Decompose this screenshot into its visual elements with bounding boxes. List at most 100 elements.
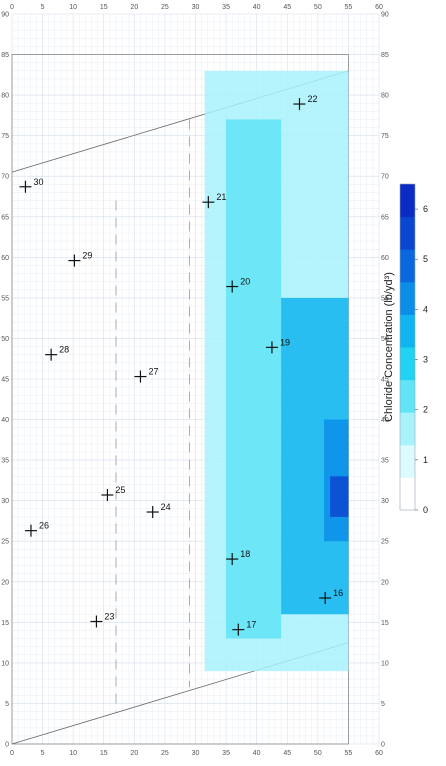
sample-point-label: 30 [33,177,43,187]
colorbar-swatch [400,379,415,413]
y-tick-label-right: 90 [381,12,389,19]
y-tick-label-left: 50 [1,336,9,343]
colorbar-swatch [400,347,415,381]
sample-point-label: 23 [104,612,114,622]
y-tick-label-right: 65 [381,214,389,221]
x-tick-label-bottom: 60 [375,750,383,757]
sample-point-label: 20 [240,277,250,287]
y-tick-label-left: 15 [1,620,9,627]
y-tick-label-left: 20 [1,579,9,586]
x-tick-label-top: 45 [283,4,291,11]
sample-point-label: 19 [280,337,290,347]
y-tick-label-right: 15 [381,620,389,627]
y-tick-label-left: 25 [1,539,9,546]
y-tick-label-left: 55 [1,295,9,302]
sample-point-label: 28 [59,345,69,355]
sample-point-label: 16 [333,588,343,598]
x-tick-label-bottom: 20 [130,750,138,757]
y-tick-label-right: 55 [381,295,389,302]
y-tick-label-right: 30 [381,498,389,505]
y-tick-label-left: 40 [1,417,9,424]
colorbar-swatch [400,216,415,250]
y-tick-label-right: 20 [381,579,389,586]
sample-point-label: 21 [216,192,226,202]
y-tick-label-right: 80 [381,93,389,100]
colorbar-swatch [400,314,415,348]
x-tick-label-bottom: 50 [314,750,322,757]
colorbar-tick-label: 4 [423,304,428,314]
x-tick-label-bottom: 10 [69,750,77,757]
y-tick-label-right: 70 [381,174,389,181]
y-tick-label-left: 75 [1,133,9,140]
y-tick-label-left: 30 [1,498,9,505]
y-tick-label-left: 90 [1,12,9,19]
x-tick-label-top: 15 [100,4,108,11]
y-tick-label-right: 45 [381,377,389,384]
colorbar-swatch [400,412,415,446]
x-tick-label-top: 35 [222,4,230,11]
sample-point-label: 27 [148,367,158,377]
x-tick-label-bottom: 5 [41,750,45,757]
y-tick-label-left: 60 [1,255,9,262]
x-tick-label-top: 0 [10,4,14,11]
sample-point-label: 17 [246,620,256,630]
y-tick-label-right: 25 [381,539,389,546]
y-tick-label-right: 75 [381,133,389,140]
y-tick-label-right: 85 [381,52,389,59]
y-tick-label-left: 10 [1,660,9,667]
colorbar-tick-label: 1 [423,455,428,465]
x-tick-label-bottom: 40 [253,750,261,757]
x-tick-label-top: 60 [375,4,383,11]
x-tick-label-top: 20 [130,4,138,11]
sample-points: 16 17 18 19 20 21 22 23 24 25 26 27 28 29 30 [19,94,343,636]
y-tick-label-left: 85 [1,52,9,59]
y-tick-label-left: 45 [1,377,9,384]
sample-point-label: 22 [307,94,317,104]
x-tick-label-bottom: 55 [345,750,353,757]
colorbar-swatch [400,477,415,511]
y-tick-label-right: 10 [381,660,389,667]
y-tick-label-right: 50 [381,336,389,343]
concentration-map [204,70,349,672]
colorbar-swatch [400,249,415,283]
colorbar-tick-label: 3 [423,355,428,365]
concentration-zone [226,119,282,639]
colorbar-tick-label: 6 [423,204,428,214]
x-tick-label-bottom: 45 [283,750,291,757]
x-tick-label-top: 25 [161,4,169,11]
x-tick-label-bottom: 15 [100,750,108,757]
sample-point-label: 29 [82,251,92,261]
x-tick-label-bottom: 0 [10,750,14,757]
y-tick-label-left: 65 [1,214,9,221]
y-tick-label-left: 70 [1,174,9,181]
y-tick-label-left: 0 [5,742,9,749]
sample-point-label: 25 [115,485,125,495]
x-tick-label-top: 10 [69,4,77,11]
x-tick-label-top: 50 [314,4,322,11]
y-tick-label-right: 0 [381,742,385,749]
colorbar-swatch [400,184,415,218]
y-tick-label-right: 35 [381,458,389,465]
sample-point-label: 26 [39,521,49,531]
x-tick-label-top: 55 [345,4,353,11]
y-tick-label-left: 80 [1,93,9,100]
colorbar-frame [399,183,416,511]
x-tick-label-bottom: 35 [222,750,230,757]
chart-axes: 0055101015152020252530303535404045455050… [1,4,389,757]
concentration-zone [330,476,349,517]
colorbar-swatch [400,281,415,315]
x-tick-label-bottom: 25 [161,750,169,757]
y-tick-label-right: 60 [381,255,389,262]
y-tick-label-right: 40 [381,417,389,424]
sample-point-label: 18 [240,549,250,559]
colorbar-swatch [400,444,415,478]
y-tick-label-right: 5 [381,701,385,708]
colorbar-title: Chloride Concentration (lb/yd³) [383,272,395,422]
x-tick-label-top: 40 [253,4,261,11]
colorbar-tick-label: 5 [423,254,428,264]
y-tick-label-left: 35 [1,458,9,465]
colorbar-tick-label: 2 [423,405,428,415]
